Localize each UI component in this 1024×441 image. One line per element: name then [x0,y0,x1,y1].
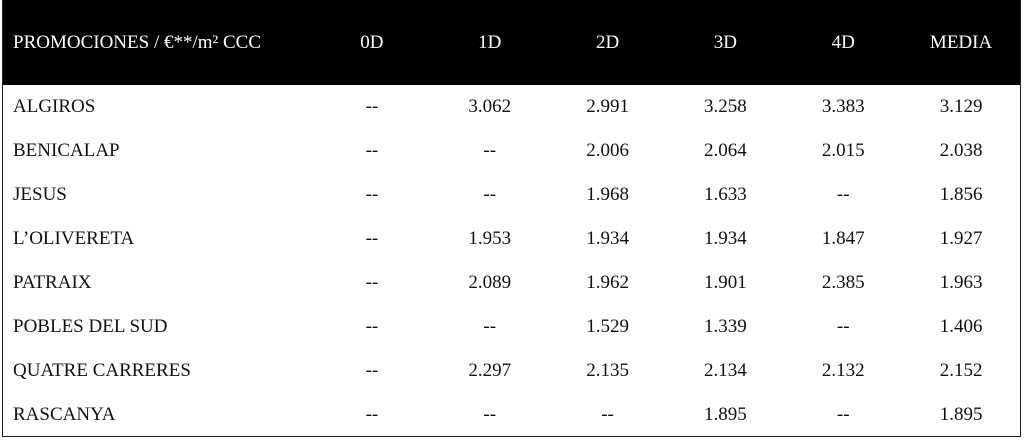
table-cell: 2.152 [939,360,983,381]
header-cell: 4D [784,0,903,85]
table-cell: 1.529 [586,316,629,337]
table-cell: 1.339 [704,316,747,337]
table-cell: -- [365,316,379,337]
table-cell: 2.385 [821,272,865,293]
table-row: BENICALAP -- -- 2.006 2.064 2.015 2.038 [3,129,1020,173]
table-cell: 1.406 [939,316,983,337]
table-cell: 1.962 [586,272,629,293]
table-cell: 1.934 [586,228,629,249]
table-cell: -- [365,228,379,249]
table-cell: 1.895 [939,404,983,425]
table-cell: -- [365,272,379,293]
header-cell: 1D [430,0,549,85]
table-cell: -- [483,140,497,161]
row-label: BENICALAP [13,140,120,161]
table-cell: 1.856 [939,184,983,205]
header-cell: 2D [548,0,667,85]
table-cell: -- [365,140,379,161]
table-cell: -- [365,96,379,117]
table-cell: -- [365,184,379,205]
table-cell: 2.134 [704,360,747,381]
table-cell: -- [365,404,379,425]
row-label: JESUS [13,184,67,205]
table-cell: -- [483,316,497,337]
table-cell: 1.895 [704,404,747,425]
table-cell: 1.633 [704,184,747,205]
table-cell: 3.383 [821,96,865,117]
table-cell: 1.934 [704,228,747,249]
row-label: L’OLIVERETA [13,228,135,249]
header-cell: PROMOCIONES / €**/m² CCC [3,0,313,85]
table-cell: -- [836,316,850,337]
table-cell: 2.038 [939,140,983,161]
row-label: QUATRE CARRERES [13,360,191,381]
table-cell: 2.089 [468,272,512,293]
table-cell: 1.953 [468,228,512,249]
table-row: JESUS -- -- 1.968 1.633 -- 1.856 [3,173,1020,217]
table-cell: 1.847 [821,228,865,249]
table-cell: 1.901 [704,272,747,293]
table-cell: 2.006 [586,140,629,161]
table-cell: -- [601,404,614,425]
table-cell: 1.968 [586,184,629,205]
table-row: RASCANYA -- -- -- 1.895 -- 1.895 [3,393,1020,437]
row-label: RASCANYA [13,404,116,425]
table-row: PATRAIX -- 2.089 1.962 1.901 2.385 1.963 [3,261,1020,305]
table-row: POBLES DEL SUD -- -- 1.529 1.339 -- 1.406 [3,305,1020,349]
table-cell: 2.064 [704,140,747,161]
row-label: ALGIROS [13,96,96,117]
table-cell: -- [836,404,850,425]
table-cell: 1.927 [939,228,983,249]
table-cell: 3.258 [704,96,747,117]
table-cell: 3.062 [468,96,512,117]
table-cell: 2.135 [586,360,629,381]
table-cell: -- [483,404,497,425]
table-body: ALGIROS -- 3.062 2.991 3.258 3.383 3.129 BENICA… [3,85,1020,437]
table-cell: 3.129 [939,96,983,117]
header-cell: 3D [666,0,785,85]
table-cell: 2.015 [821,140,865,161]
row-label: POBLES DEL SUD [13,316,168,337]
header-cell: MEDIA [902,0,1020,85]
table-cell: -- [365,360,379,381]
table-cell: -- [483,184,497,205]
row-label: PATRAIX [13,272,92,293]
header-cell: 0D [313,0,431,85]
table-row: L’OLIVERETA -- 1.953 1.934 1.934 1.847 1.927 [3,217,1020,261]
table-cell: 2.991 [586,96,629,117]
table-row: QUATRE CARRERES -- 2.297 2.135 2.134 2.132 2.1… [3,349,1020,393]
table-cell: 2.132 [821,360,865,381]
table-row: ALGIROS -- 3.062 2.991 3.258 3.383 3.129 [3,85,1020,129]
header-row: PROMOCIONES / €**/m² CCC 0D 1D 2D 3D 4D MEDIA [3,0,1020,85]
price-table: PROMOCIONES / €**/m² CCC 0D 1D 2D 3D 4D MEDIA … [3,0,1020,437]
table-cell: -- [836,184,850,205]
table-cell: 1.963 [939,272,983,293]
table-cell: 2.297 [468,360,512,381]
